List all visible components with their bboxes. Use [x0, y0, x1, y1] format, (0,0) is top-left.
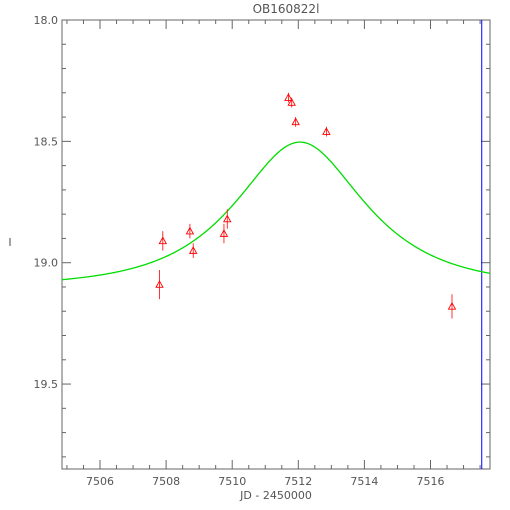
- data-points-layer: [155, 92, 457, 319]
- model-curve: [61, 141, 491, 281]
- x-axis: 7506 7508 7510 7512 7514 7516: [66, 20, 481, 488]
- data-point: [222, 214, 232, 223]
- y-tick-label: 19.5: [34, 378, 59, 391]
- data-point: [291, 117, 300, 126]
- data-point: [322, 127, 331, 135]
- data-point: [219, 229, 229, 237]
- y-axis: 18.0 18.5 19.0 19.5: [34, 14, 490, 458]
- data-point: [284, 93, 293, 101]
- x-tick-label: 7510: [218, 475, 246, 488]
- data-point: [287, 98, 296, 106]
- x-tick-label: 7506: [86, 475, 114, 488]
- data-point: [158, 236, 168, 245]
- y-tick-label: 18.0: [34, 14, 59, 27]
- data-point: [155, 280, 164, 288]
- x-tick-label: 7512: [284, 475, 312, 488]
- x-tick-label: 7514: [350, 475, 378, 488]
- plot-frame: [61, 19, 491, 470]
- data-point: [447, 301, 457, 310]
- data-point: [188, 246, 198, 254]
- y-tick-label: 18.5: [34, 135, 59, 148]
- y-axis-label: I: [8, 236, 11, 249]
- y-tick-label: 19.0: [34, 257, 59, 270]
- chart-title: OB160822l: [253, 2, 320, 16]
- x-axis-label: JD - 2450000: [239, 489, 312, 502]
- x-tick-label: 7508: [152, 475, 180, 488]
- data-point: [185, 226, 195, 235]
- x-tick-label: 7516: [417, 475, 445, 488]
- model-curve-layer: [61, 141, 491, 281]
